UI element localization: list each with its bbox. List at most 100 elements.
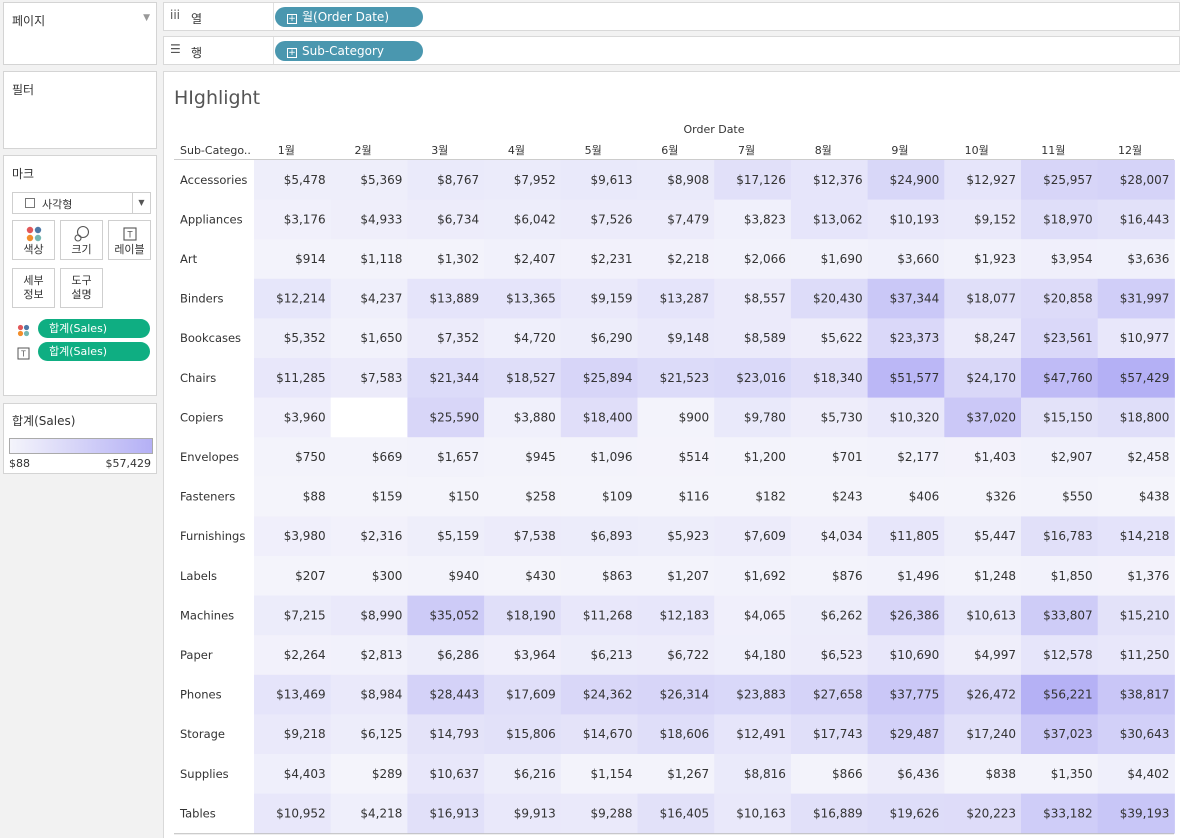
heatmap-cell[interactable] (407, 318, 485, 359)
column-header[interactable]: 2월 (354, 144, 371, 157)
heatmap-cell[interactable] (254, 635, 332, 676)
heatmap-cell[interactable] (1097, 516, 1175, 557)
heatmap-cell[interactable] (1097, 239, 1175, 280)
heatmap-cell[interactable] (867, 318, 945, 359)
heatmap-cell[interactable] (484, 397, 562, 438)
heatmap-cell[interactable] (484, 476, 562, 517)
heatmap-cell[interactable] (637, 793, 715, 834)
filters-panel[interactable]: 필터 (3, 71, 157, 149)
heatmap-cell[interactable] (254, 674, 332, 715)
heatmap-cell[interactable] (637, 516, 715, 557)
column-header[interactable]: 6월 (661, 144, 678, 157)
heatmap-cell[interactable] (790, 358, 869, 399)
heatmap-cell[interactable] (867, 674, 945, 715)
heatmap-cell[interactable] (714, 397, 792, 438)
heatmap-cell[interactable] (790, 199, 869, 240)
heatmap-cell[interactable] (714, 754, 792, 795)
row-header[interactable]: Envelopes (180, 450, 239, 464)
heatmap-cell[interactable] (790, 556, 869, 597)
heatmap-cell[interactable] (560, 437, 638, 478)
heatmap-cell[interactable] (1021, 239, 1099, 280)
heatmap-cell[interactable] (714, 239, 792, 280)
heatmap-cell[interactable] (560, 358, 638, 399)
row-header[interactable]: Paper (180, 648, 213, 662)
heatmap-cell[interactable] (1021, 635, 1099, 676)
heatmap-cell[interactable] (330, 754, 408, 795)
heatmap-cell[interactable] (484, 358, 562, 399)
heatmap-cell[interactable] (790, 278, 869, 319)
heatmap-cell[interactable] (867, 397, 945, 438)
chevron-down-icon[interactable]: ▼ (132, 193, 150, 213)
expand-icon[interactable]: + (287, 14, 297, 24)
heatmap-cell[interactable] (254, 239, 332, 280)
heatmap-cell[interactable] (254, 793, 332, 834)
heatmap-cell[interactable] (330, 358, 408, 399)
heatmap-cell[interactable] (407, 476, 485, 517)
row-header[interactable]: Appliances (180, 212, 243, 226)
heatmap-cell[interactable] (714, 437, 792, 478)
heatmap-cell[interactable] (714, 674, 792, 715)
heatmap-cell[interactable] (1021, 278, 1099, 319)
heatmap-cell[interactable] (944, 556, 1022, 597)
heatmap-cell[interactable] (407, 754, 485, 795)
heatmap-cell[interactable] (944, 595, 1022, 636)
heatmap-cell[interactable] (484, 516, 562, 557)
heatmap-cell[interactable] (330, 674, 408, 715)
heatmap-cell[interactable] (867, 239, 945, 280)
heatmap-cell[interactable] (944, 397, 1022, 438)
heatmap-cell[interactable] (330, 793, 408, 834)
heatmap-cell[interactable] (254, 595, 332, 636)
heatmap-cell[interactable] (407, 239, 485, 280)
heatmap-cell[interactable] (330, 239, 408, 280)
heatmap-cell[interactable] (330, 199, 408, 240)
heatmap-cell[interactable] (790, 437, 869, 478)
heatmap-cell[interactable] (790, 754, 869, 795)
heatmap-cell[interactable] (1097, 397, 1175, 438)
label-sales-pill[interactable]: 합계(Sales) (38, 342, 150, 361)
detail-button[interactable]: 세부 정보 (12, 268, 55, 308)
heatmap-cell[interactable] (867, 437, 945, 478)
heatmap-cell[interactable] (714, 160, 792, 201)
heatmap-cell[interactable] (790, 239, 869, 280)
heatmap-cell[interactable] (637, 199, 715, 240)
heatmap-cell[interactable] (867, 476, 945, 517)
heatmap-cell[interactable] (1021, 397, 1099, 438)
heatmap-cell[interactable] (944, 516, 1022, 557)
heatmap-cell[interactable] (560, 793, 638, 834)
heatmap-cell[interactable] (637, 595, 715, 636)
heatmap-cell[interactable] (407, 397, 485, 438)
heatmap-cell[interactable] (714, 714, 792, 755)
size-button[interactable]: 크기 (60, 220, 103, 260)
heatmap-cell[interactable] (330, 160, 408, 201)
heatmap-cell[interactable] (560, 516, 638, 557)
heatmap-cell[interactable] (407, 516, 485, 557)
heatmap-cell[interactable] (714, 318, 792, 359)
heatmap-cell[interactable] (330, 595, 408, 636)
heatmap-cell[interactable] (330, 714, 408, 755)
tooltip-button[interactable]: 도구 설명 (60, 268, 103, 308)
row-header[interactable]: Furnishings (180, 529, 245, 543)
heatmap-cell[interactable] (944, 278, 1022, 319)
month-order-date-pill[interactable]: + 월(Order Date) (275, 7, 423, 27)
heatmap-cell[interactable] (254, 754, 332, 795)
heatmap-cell[interactable] (1021, 437, 1099, 478)
heatmap-cell[interactable] (790, 793, 869, 834)
row-header[interactable]: Binders (180, 292, 223, 306)
heatmap-cell[interactable] (560, 397, 638, 438)
mark-type-dropdown[interactable]: 사각형 ▼ (12, 192, 151, 214)
row-header[interactable]: Storage (180, 727, 225, 741)
heatmap-cell[interactable] (1097, 635, 1175, 676)
expand-icon[interactable]: + (287, 48, 297, 58)
heatmap-cell[interactable] (944, 160, 1022, 201)
heatmap-cell[interactable] (560, 239, 638, 280)
heatmap-cell[interactable] (867, 595, 945, 636)
column-header[interactable]: 11월 (1041, 144, 1065, 157)
heatmap-cell[interactable] (790, 714, 869, 755)
heatmap-cell[interactable] (407, 595, 485, 636)
heatmap-cell[interactable] (790, 397, 869, 438)
column-header[interactable]: 9월 (891, 144, 908, 157)
heatmap-cell[interactable] (714, 595, 792, 636)
heatmap-cell[interactable] (637, 358, 715, 399)
heatmap-cell[interactable] (714, 476, 792, 517)
heatmap-cell[interactable] (944, 714, 1022, 755)
